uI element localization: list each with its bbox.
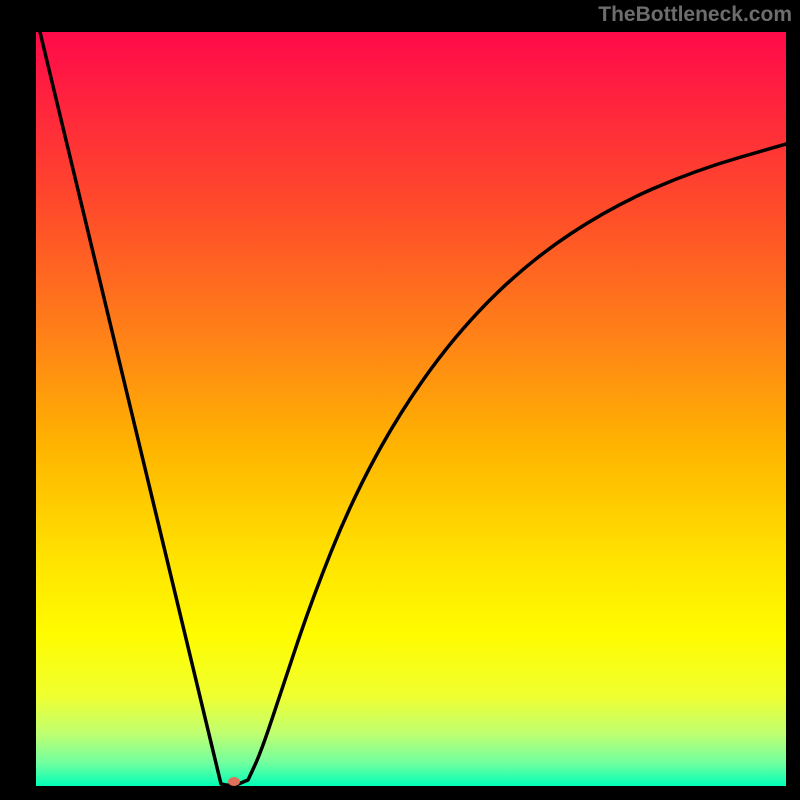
frame-border-right [786,0,800,800]
frame-border-bottom [0,786,800,800]
optimal-marker [228,777,240,786]
curve-path [40,32,786,785]
watermark-text: TheBottleneck.com [598,3,792,27]
frame-border-left [0,0,36,800]
bottleneck-curve [36,32,786,786]
chart-container: { "watermark": { "text": "TheBottleneck.… [0,0,800,800]
plot-area [36,32,786,786]
